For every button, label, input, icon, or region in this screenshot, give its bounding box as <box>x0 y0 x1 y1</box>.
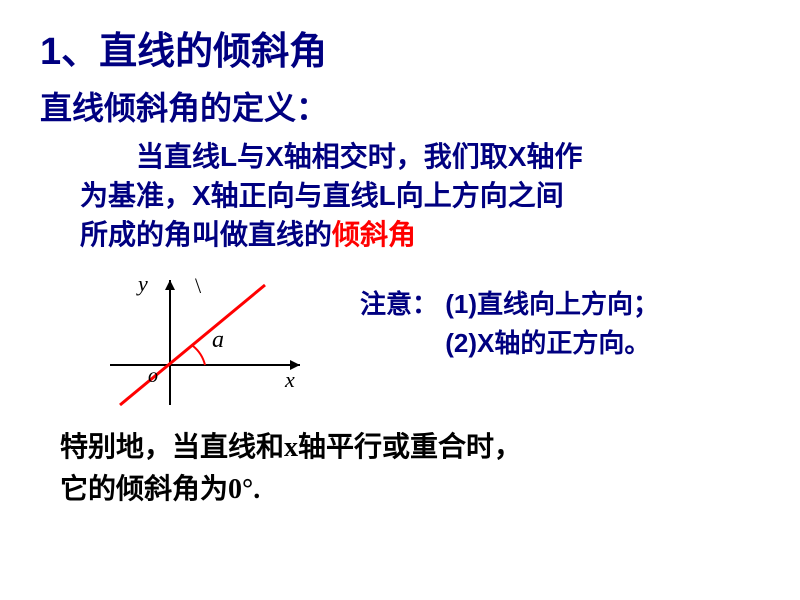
tick-mark: \ <box>195 273 201 299</box>
diagram-row: y \ x o a 注意： (1)直线向上方向； (2)X轴的正方向。 <box>40 265 770 415</box>
x-axis-label: x <box>285 367 295 393</box>
special-line1: 特别地，当直线和x轴平行或重合时， <box>60 432 522 463</box>
notes-label: 注意： <box>360 285 438 324</box>
note-item-1: (1)直线向上方向； <box>445 289 659 319</box>
definition-line2: 为基准，X轴正向与直线L向上方向之间 <box>80 180 564 211</box>
definition-line1: 当直线L与X轴相交时，我们取X轴作 <box>80 137 770 176</box>
keyword-inclination: 倾斜角 <box>332 219 416 250</box>
y-axis-arrow <box>165 280 175 290</box>
special-line2: 它的倾斜角为0°. <box>60 474 260 505</box>
slide-content: 1、直线的倾斜角 直线倾斜角的定义： 当直线L与X轴相交时，我们取X轴作 为基准… <box>0 0 800 531</box>
definition-line3a: 所成的角叫做直线的 <box>80 219 332 250</box>
special-case: 特别地，当直线和x轴平行或重合时， 它的倾斜角为0°. <box>40 427 770 511</box>
notes-items: (1)直线向上方向； (2)X轴的正方向。 <box>445 285 659 363</box>
y-axis-label: y <box>138 271 148 297</box>
angle-arc <box>193 346 205 365</box>
slide-title: 1、直线的倾斜角 <box>40 20 770 75</box>
coordinate-diagram: y \ x o a <box>100 265 340 415</box>
line-L <box>120 285 265 405</box>
origin-label: o <box>148 365 158 388</box>
angle-label: a <box>212 327 224 354</box>
note-item-2: (2)X轴的正方向。 <box>445 328 650 358</box>
definition-heading: 直线倾斜角的定义： <box>40 83 770 129</box>
definition-body: 当直线L与X轴相交时，我们取X轴作 为基准，X轴正向与直线L向上方向之间 所成的… <box>40 137 770 255</box>
notes-block: 注意： (1)直线向上方向； (2)X轴的正方向。 <box>360 285 659 363</box>
